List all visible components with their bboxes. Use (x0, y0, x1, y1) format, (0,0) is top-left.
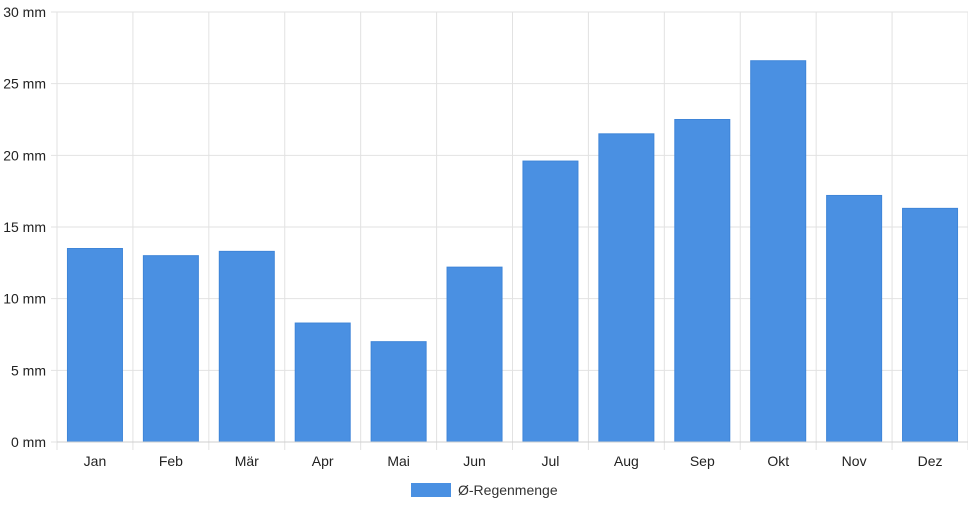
x-tick-label: Mär (235, 453, 259, 469)
x-tick-label: Sep (690, 453, 715, 469)
y-tick-label: 5 mm (11, 362, 46, 378)
y-tick-label: 20 mm (3, 147, 46, 163)
y-tick-label: 15 mm (3, 219, 46, 235)
x-tick-label: Jul (542, 453, 560, 469)
bar-1 (142, 255, 199, 443)
bar-6 (522, 160, 579, 443)
bar-9 (750, 60, 807, 443)
bar-3 (294, 322, 351, 443)
x-tick-label: Aug (614, 453, 639, 469)
bar-5 (446, 266, 503, 443)
bar-8 (674, 119, 731, 443)
x-tick-label: Nov (842, 453, 867, 469)
bar-0 (66, 248, 123, 443)
x-tick-label: Jun (463, 453, 486, 469)
x-tick-label: Jan (84, 453, 107, 469)
x-tick-label: Apr (312, 453, 334, 469)
bar-7 (598, 133, 655, 443)
x-tick-label: Dez (918, 453, 943, 469)
bar-2 (218, 250, 275, 443)
bar-11 (902, 207, 959, 443)
y-tick-label: 0 mm (11, 434, 46, 450)
x-tick-label: Mai (387, 453, 410, 469)
legend-swatch (411, 483, 451, 497)
y-tick-label: 10 mm (3, 291, 46, 307)
bar-4 (370, 341, 427, 443)
x-tick-label: Feb (159, 453, 183, 469)
bar-10 (826, 194, 883, 443)
y-tick-label: 30 mm (3, 4, 46, 20)
y-tick-label: 25 mm (3, 76, 46, 92)
x-tick-label: Okt (767, 453, 789, 469)
legend-label: Ø-Regenmenge (458, 482, 558, 498)
